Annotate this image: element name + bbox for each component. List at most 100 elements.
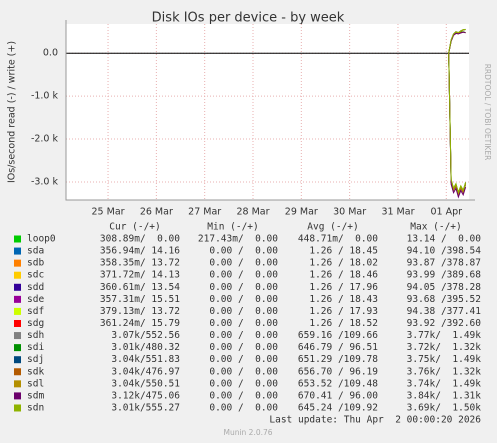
legend-label: sdi	[27, 342, 44, 353]
legend-label: sde	[27, 294, 44, 305]
legend-value: 0.00 / 0.00	[209, 402, 278, 413]
legend-value: 653.52 /109.48	[298, 378, 378, 389]
legend-swatch	[14, 368, 21, 376]
legend-value: 0.00 / 0.00	[209, 306, 278, 317]
legend-value: 0.00 / 0.00	[209, 246, 278, 257]
legend-value: 3.12k/475.06	[111, 390, 180, 401]
plot-area	[66, 24, 469, 200]
legend-value: 360.61m/ 13.54	[100, 282, 180, 293]
legend-value: 645.24 /109.92	[298, 402, 378, 413]
x-tick-label: 30 Mar	[333, 207, 366, 218]
legend-value: 1.26 / 17.96	[309, 282, 378, 293]
legend-value: 448.71m/ 0.00	[298, 234, 378, 245]
legend-value: 659.16 /109.66	[298, 330, 378, 341]
x-tick-label: 26 Mar	[140, 207, 173, 218]
x-tick-label: 25 Mar	[92, 207, 125, 218]
legend-value: 651.29 /109.78	[298, 354, 378, 365]
legend-value: 3.04k/476.97	[111, 366, 180, 377]
legend-swatch	[14, 392, 21, 400]
legend-swatch	[14, 380, 21, 388]
legend-value: 646.79 / 96.51	[298, 342, 378, 353]
legend-value: 379.13m/ 13.72	[100, 306, 180, 317]
legend-value: 0.00 / 0.00	[209, 282, 278, 293]
series-line	[448, 53, 467, 194]
legend-label: sdg	[27, 318, 44, 329]
legend-value: 1.26 / 18.43	[309, 294, 378, 305]
legend-value: 3.74k/ 1.49k	[407, 378, 482, 389]
legend-value: 13.14 / 0.00	[407, 234, 482, 245]
legend-value: 357.31m/ 15.51	[100, 294, 180, 305]
legend-value: 93.92 /392.60	[407, 318, 482, 329]
x-tick-label: 27 Mar	[188, 207, 221, 218]
column-header: Min (-/+)	[207, 222, 258, 233]
legend-value: 0.00 / 0.00	[209, 258, 278, 269]
legend-value: 3.01k/480.32	[111, 342, 180, 353]
legend-label: sdh	[27, 330, 44, 341]
legend-value: 3.07k/552.56	[111, 330, 180, 341]
legend-value: 3.04k/550.51	[111, 378, 180, 389]
legend-swatch	[14, 344, 21, 352]
axes	[65, 20, 475, 201]
legend-label: loop0	[27, 234, 56, 245]
last-update: Last update: Thu Apr 2 00:00:20 2026	[269, 415, 481, 426]
legend-label: sda	[27, 246, 44, 257]
series-line	[448, 53, 467, 199]
legend-label: sdc	[27, 270, 44, 281]
legend-label: sdn	[27, 402, 44, 413]
legend-value: 308.89m/ 0.00	[100, 234, 180, 245]
column-header: Avg (-/+)	[307, 222, 358, 233]
column-header: Max (-/+)	[410, 222, 461, 233]
legend-swatch	[14, 259, 21, 267]
legend-swatch	[14, 319, 21, 327]
footer: Munin 2.0.76	[223, 428, 272, 437]
legend-value: 0.00 / 0.00	[209, 318, 278, 329]
legend-value: 94.38 /377.41	[407, 306, 482, 317]
legend-value: 3.77k/ 1.49k	[407, 330, 482, 341]
legend-value: 3.75k/ 1.49k	[407, 354, 482, 365]
legend-value: 0.00 / 0.00	[209, 294, 278, 305]
legend-label: sdj	[27, 354, 44, 365]
legend-label: sdb	[27, 258, 44, 269]
legend-value: 3.84k/ 1.31k	[407, 390, 482, 401]
legend-value: 356.94m/ 14.16	[100, 246, 180, 257]
legend-value: 0.00 / 0.00	[209, 378, 278, 389]
legend-value: 94.05 /378.28	[407, 282, 482, 293]
legend-label: sdl	[27, 378, 44, 389]
legend-value: 0.00 / 0.00	[209, 270, 278, 281]
legend-swatch	[14, 271, 21, 279]
legend-label: sdm	[27, 390, 44, 401]
legend-swatch	[14, 295, 21, 303]
legend-value: 1.26 / 17.93	[309, 306, 378, 317]
series-line	[448, 28, 466, 54]
legend-swatch	[14, 283, 21, 291]
y-tick-label: 0.0	[43, 48, 58, 59]
legend-value: 3.69k/ 1.50k	[407, 402, 482, 413]
legend-value: 93.87 /378.87	[407, 258, 481, 269]
legend-label: sdd	[27, 282, 44, 293]
y-tick-label: -2.0 k	[31, 134, 59, 145]
y-tick-label: -3.0 k	[31, 176, 59, 187]
legend-value: 3.01k/555.27	[111, 402, 180, 413]
legend-value: 93.99 /389.68	[407, 270, 482, 281]
y-axis-label: IOs/second read (-) / write (+)	[7, 41, 18, 183]
side-note: RRDTOOL / TOBI OETIKER	[483, 64, 492, 161]
legend-value: 0.00 / 0.00	[209, 390, 278, 401]
legend-value: 1.26 / 18.52	[309, 318, 378, 329]
x-tick-label: 28 Mar	[236, 207, 269, 218]
legend-swatch	[14, 235, 21, 243]
column-header: Cur (-/+)	[109, 222, 160, 233]
legend-value: 0.00 / 0.00	[209, 342, 278, 353]
x-tick-label: 01 Apr	[431, 207, 463, 218]
x-tick-label: 31 Mar	[381, 207, 414, 218]
legend-swatch	[14, 307, 21, 315]
legend-value: 0.00 / 0.00	[209, 354, 278, 365]
legend-swatch	[14, 247, 21, 255]
legend-value: 358.35m/ 13.72	[100, 258, 180, 269]
legend-value: 1.26 / 18.46	[309, 270, 378, 281]
legend-value: 656.70 / 96.19	[298, 366, 378, 377]
chart-title: Disk IOs per device - by week	[152, 11, 345, 26]
legend-value: 94.10 /398.54	[407, 246, 482, 257]
legend-value: 3.04k/551.83	[111, 354, 180, 365]
legend-value: 3.72k/ 1.32k	[407, 342, 482, 353]
